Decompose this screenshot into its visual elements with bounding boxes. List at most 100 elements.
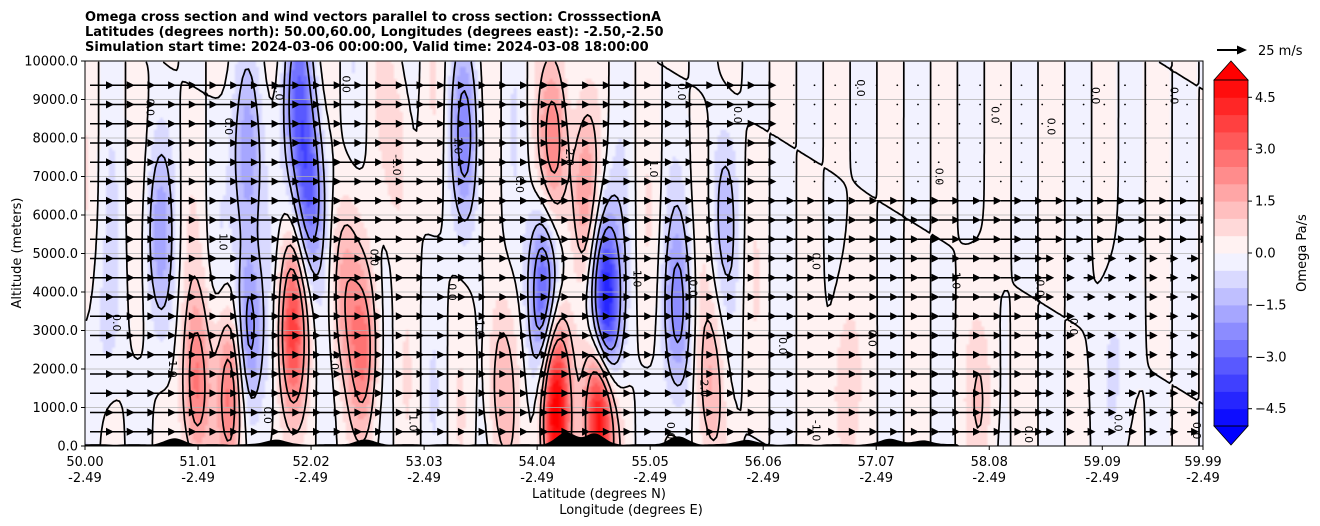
wind-vector: [379, 273, 404, 282]
wind-vector: [1083, 370, 1096, 378]
wind-vector: [648, 350, 673, 359]
colorbar-segment: [1214, 114, 1248, 133]
chart-title-line-3: Simulation start time: 2024-03-06 00:00:…: [85, 40, 649, 55]
wind-vector: [752, 408, 777, 417]
wind-vector: [110, 331, 135, 340]
wind-vector: [648, 273, 673, 282]
wind-vector: [1083, 389, 1096, 398]
wind-vector: [793, 408, 816, 417]
x-tick-label-lat: 53.03: [405, 455, 442, 470]
contour-label: -1.0: [809, 420, 822, 441]
wind-vector: [193, 196, 218, 205]
wind-vector: [1083, 427, 1096, 436]
wind-vector: [690, 389, 715, 398]
wind-vector: [1207, 161, 1209, 163]
wind-vector: [897, 331, 919, 340]
wind-vector: [835, 196, 857, 205]
contour-label: 0.0: [367, 249, 380, 267]
wind-vector: [504, 196, 528, 205]
wind-vector: [172, 216, 197, 224]
wind-vector: [255, 139, 280, 147]
wind-vector: [793, 312, 816, 321]
wind-vector: [752, 235, 777, 244]
wind-vector: [400, 427, 425, 436]
colorbar-segment: [1214, 131, 1248, 150]
wind-vector: [379, 293, 404, 301]
wind-vector: [545, 312, 570, 321]
wind-vector: [607, 119, 632, 128]
wind-vector: [504, 177, 528, 186]
wind-vector: [772, 122, 774, 125]
wind-vector: [938, 293, 961, 301]
wind-vector: [813, 103, 816, 106]
wind-vector: [152, 177, 177, 186]
contour-label: 0.0: [513, 175, 526, 193]
contour-label: 1.0: [451, 137, 464, 155]
colorbar-label: Omega Pa/s: [1295, 214, 1310, 292]
wind-vector: [359, 119, 384, 128]
contour-label: 1.0: [272, 83, 285, 101]
wind-vector: [462, 293, 487, 301]
wind-vector: [1207, 123, 1209, 125]
wind-vector: [792, 161, 795, 164]
wind-vector: [937, 161, 940, 164]
wind-vector: [773, 273, 795, 282]
wind-vector: [999, 180, 1002, 183]
colorbar-segment: [1214, 287, 1248, 306]
wind-vector: [131, 293, 156, 301]
wind-vector: [959, 235, 981, 244]
wind-vector: [917, 180, 919, 183]
x-tick-label-lat: 51.01: [179, 455, 216, 470]
wind-vector: [1207, 84, 1209, 86]
wind-vector: [462, 81, 487, 90]
wind-vector: [504, 119, 528, 128]
colorbar-segment: [1214, 304, 1248, 323]
wind-vector: [110, 389, 135, 398]
wind-vector: [752, 216, 777, 224]
wind-vector: [1186, 142, 1188, 144]
wind-vector: [1062, 331, 1075, 340]
wind-vector: [214, 312, 239, 321]
wind-vector: [1187, 216, 1203, 224]
wind-vector: [959, 254, 981, 263]
wind-vector: [814, 408, 837, 417]
colorbar-segment: [1214, 253, 1248, 271]
wind-vector: [566, 350, 591, 359]
wind-vector: [276, 81, 301, 90]
wind-vector: [958, 161, 961, 164]
wind-vector: [792, 103, 795, 106]
wind-vector: [234, 139, 259, 147]
wind-vector: [813, 122, 816, 125]
wind-vector: [234, 331, 259, 340]
wind-vector: [234, 408, 259, 417]
wind-vector: [90, 293, 114, 301]
wind-vector: [338, 254, 363, 263]
wind-vector: [1062, 235, 1085, 244]
wind-vector: [1144, 122, 1147, 125]
wind-vector: [441, 273, 466, 282]
wind-vector: [773, 312, 795, 321]
y-tick-label: 6000.0: [33, 209, 79, 224]
wind-vector: [297, 254, 321, 263]
x-axis-label-latitude: Latitude (degrees N): [532, 487, 666, 502]
wind-vector: [524, 235, 549, 244]
wind-vector: [1144, 84, 1147, 87]
wind-vector: [1000, 254, 1023, 263]
wind-vector: [255, 293, 280, 301]
wind-vector: [276, 293, 301, 301]
wind-vector: [918, 427, 940, 436]
wind-vector: [1021, 196, 1044, 205]
wind-vector: [835, 235, 857, 244]
wind-vector: [876, 331, 899, 340]
wind-vector: [255, 273, 280, 282]
wind-vector: [545, 370, 570, 378]
x-tick-label-lon: -2.49: [520, 471, 554, 486]
contour-label: 0.0: [686, 279, 699, 297]
wind-vector: [172, 81, 197, 90]
wind-vector: [462, 158, 487, 167]
wind-vector: [648, 216, 673, 224]
wind-vector: [731, 312, 756, 321]
wind-vector: [1020, 180, 1023, 183]
wind-vector: [131, 254, 156, 263]
wind-vector: [1021, 293, 1044, 301]
